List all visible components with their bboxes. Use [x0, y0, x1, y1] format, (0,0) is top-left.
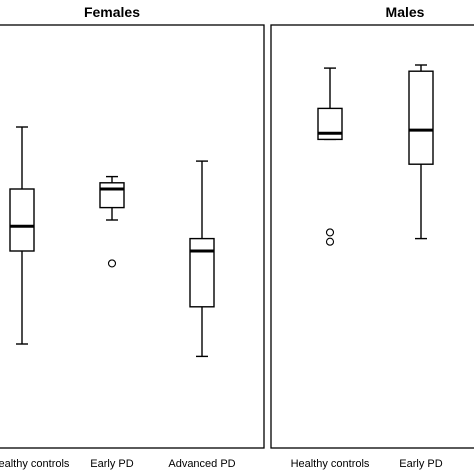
box-males-healthy-controls-outlier-0: [325, 237, 335, 246]
box-females-advanced-pd-iqr-box: [189, 237, 215, 308]
panel-title-males: Males: [386, 4, 425, 20]
box-females-healthy-controls-iqr-box: [9, 188, 35, 252]
box-females-early-pd-iqr-box: [99, 182, 125, 209]
box-females-early-pd-outlier-0: [107, 259, 117, 268]
box-males-healthy-controls-outlier-1: [325, 228, 335, 237]
boxes-males: [317, 64, 434, 246]
box-males-early-pd: [408, 64, 434, 240]
panel-males: Males Healthy controls Early PD: [270, 4, 474, 470]
panel-frame-males: [270, 24, 474, 449]
boxes-females: [9, 126, 215, 358]
box-males-early-pd-iqr-box: [408, 70, 434, 165]
box-females-early-pd: [99, 175, 125, 268]
box-males-healthy-controls-iqr-box: [317, 107, 343, 141]
panel-females: Females Healthy controls Early PD Advanc…: [0, 4, 265, 470]
box-females-healthy-controls: [9, 126, 35, 345]
tick-label-advanced-pd-females: Advanced PD: [168, 458, 235, 470]
tick-label-healthy-controls-females: Healthy controls: [0, 458, 70, 470]
panel-title-females: Females: [84, 4, 140, 20]
panel-frame-females: [0, 24, 265, 449]
box-females-advanced-pd: [189, 160, 215, 358]
tick-label-early-pd-males: Early PD: [399, 458, 442, 470]
tick-label-early-pd-females: Early PD: [90, 458, 133, 470]
tick-label-healthy-controls-males: Healthy controls: [291, 458, 370, 470]
box-males-healthy-controls: [317, 67, 343, 246]
